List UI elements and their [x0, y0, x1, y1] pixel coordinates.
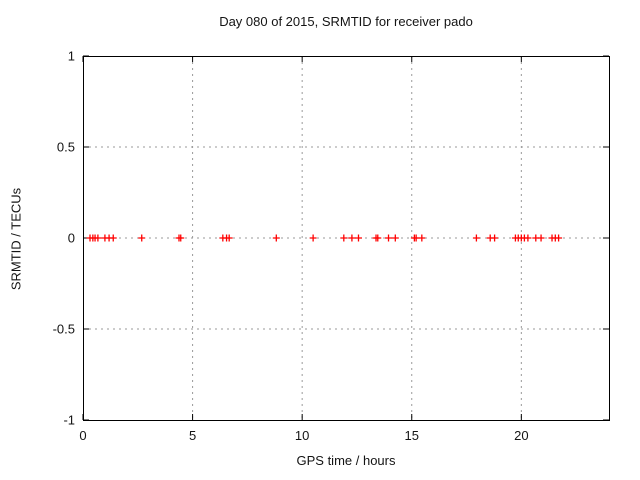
- data-point-marker: [555, 234, 563, 242]
- data-point-marker: [272, 234, 280, 242]
- data-point-marker: [109, 234, 117, 242]
- data-point-marker: [340, 234, 348, 242]
- x-tick-label: 10: [295, 428, 309, 443]
- data-point-marker: [309, 234, 317, 242]
- x-tick-label: 20: [514, 428, 528, 443]
- x-tick-label: 5: [189, 428, 196, 443]
- data-point-marker: [354, 234, 362, 242]
- data-point-marker: [177, 234, 185, 242]
- y-tick-label: 1: [68, 49, 75, 64]
- data-point-marker: [225, 234, 233, 242]
- data-point-marker: [491, 234, 499, 242]
- y-tick-label: -1: [63, 413, 75, 428]
- data-point-marker: [348, 234, 356, 242]
- data-point-marker: [524, 234, 532, 242]
- data-point-marker: [374, 234, 382, 242]
- data-point-marker: [391, 234, 399, 242]
- y-tick-label: 0: [68, 231, 75, 246]
- data-point-marker: [385, 234, 393, 242]
- data-point-marker: [138, 234, 146, 242]
- data-point-marker: [472, 234, 480, 242]
- data-point-marker: [94, 234, 102, 242]
- data-point-marker: [418, 234, 426, 242]
- x-tick-label: 15: [405, 428, 419, 443]
- x-tick-label: 0: [79, 428, 86, 443]
- y-tick-label: -0.5: [53, 322, 75, 337]
- y-tick-label: 0.5: [57, 140, 75, 155]
- x-axis-label: GPS time / hours: [296, 453, 396, 468]
- chart-title: Day 080 of 2015, SRMTID for receiver pad…: [219, 14, 473, 29]
- data-point-marker: [537, 234, 545, 242]
